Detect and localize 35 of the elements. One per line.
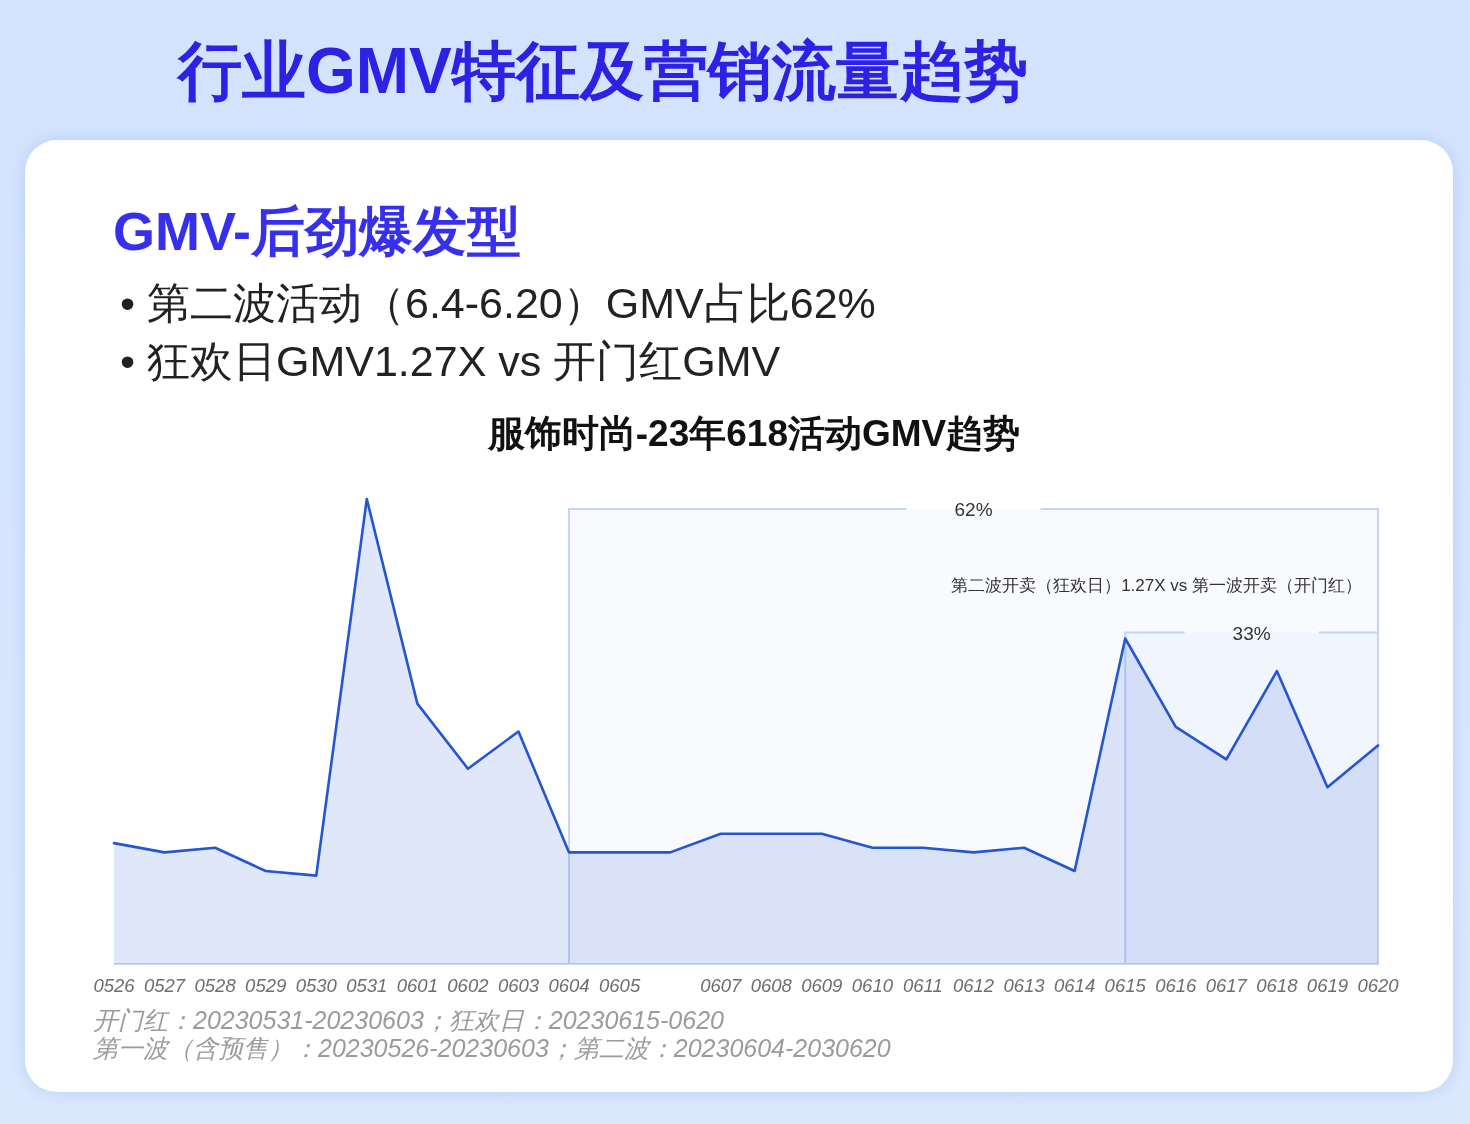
x-tick-label: 0610 — [851, 975, 894, 996]
x-tick-label: 0618 — [1256, 975, 1299, 996]
x-tick-label: 0608 — [750, 975, 793, 996]
text: 开门红：20230531-20230603；狂欢日：20230615-0620 — [93, 1006, 725, 1034]
x-tick-label: 0614 — [1054, 975, 1096, 996]
x-tick-label: 0603 — [497, 975, 540, 996]
x-tick-label: 0601 — [396, 975, 438, 996]
x-tick-label: 0617 — [1205, 975, 1248, 996]
text: • 狂欢日GMV1.27X vs 开门红GMV — [120, 337, 781, 385]
x-tick-label: 0619 — [1306, 975, 1349, 996]
x-tick-label: 0613 — [1003, 975, 1046, 996]
chart-title: 行业GMV特征及营销流量趋势 — [176, 35, 1028, 107]
chart-subtitle: GMV-后劲爆发型 — [113, 201, 522, 261]
x-tick-label: 0605 — [599, 975, 641, 996]
text: 第一波（含预售）：20230526-20230603；第二波：20230604-2030620 — [93, 1034, 891, 1062]
text: • 第二波活动（6.4-6.20）GMV占比62% — [120, 279, 876, 327]
x-tick-label: 0527 — [143, 975, 186, 996]
x-tick-label: 0615 — [1104, 975, 1147, 996]
x-tick-label: 0616 — [1155, 975, 1198, 996]
x-tick-label: 0528 — [194, 975, 237, 996]
band-label: 33% — [1232, 622, 1271, 644]
x-tick-label: 0529 — [245, 975, 287, 996]
x-tick-label: 0602 — [447, 975, 490, 996]
annotation: 第二波开卖（狂欢日）1.27X vs 第一波开卖（开门红） — [951, 576, 1362, 595]
x-tick-label: 0607 — [700, 975, 743, 996]
x-tick-label: 0531 — [346, 975, 388, 996]
x-tick-label: 0620 — [1357, 975, 1400, 996]
x-tick-label: 0604 — [548, 975, 590, 996]
x-tick-label: 0530 — [295, 975, 338, 996]
x-tick-label: 0612 — [952, 975, 995, 996]
text: 服饰时尚-23年618活动GMV趋势 — [486, 413, 1021, 454]
x-tick-label: 0526 — [93, 975, 136, 996]
x-tick-label: 0609 — [801, 975, 843, 996]
x-tick-label: 0611 — [903, 975, 943, 996]
band-label: 62% — [954, 499, 993, 520]
